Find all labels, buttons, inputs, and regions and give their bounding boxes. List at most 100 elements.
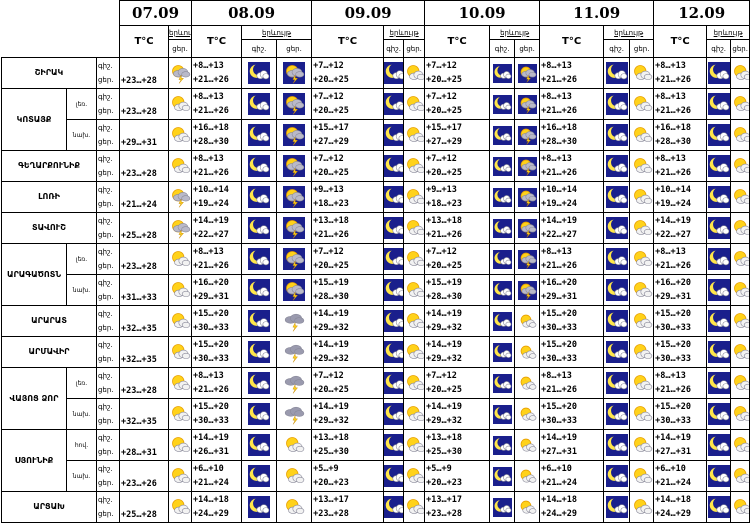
night-weather-icon [603,150,631,182]
temp-cell: +15…+20 +30…+33 [191,305,243,337]
day-weather-icon [514,212,541,244]
temp-cell: +6…+10 +21…+24 [539,460,605,492]
day-weather-icon [403,305,426,337]
day-weather-icon [629,274,655,306]
weather-header: երևույթ [706,25,750,40]
temp-cell: +15…+20 +30…+33 [539,305,605,337]
day-weather-icon [730,491,750,523]
zone-label: հով. [66,429,97,461]
temp-header: T°C [653,25,708,58]
weather-icon [168,88,193,120]
day-weather-icon [629,150,655,182]
night-weather-icon [603,336,631,368]
day-weather-icon [403,429,426,461]
night-day-label: գիշ. ցեր. [95,460,121,492]
day-weather-icon [514,119,541,151]
temp-cell: +16…+20 +29…+31 [653,274,708,306]
temp-cell: +7…+12 +20…+25 [311,367,385,399]
day-weather-icon [730,150,750,182]
temp-cell: +14…+19 +27…+31 [539,429,605,461]
day-weather-icon [514,181,541,213]
table-row: ՍՅՈՒՆԻՔ հով. գիշ. ցեր. +28…+31 +14…+19 +26…+31… [1,429,750,492]
night-weather-icon [383,150,405,182]
day-weather-icon [730,398,750,430]
temp-cell: +8…+13 +21…+26 [191,367,243,399]
night-weather-icon [383,57,405,89]
temp-cell: +16…+18 +28…+30 [191,119,243,151]
night-weather-icon [706,274,732,306]
temp-cell: +15…+17 +27…+29 [311,119,385,151]
temp-cell: +16…+18 +28…+30 [539,119,605,151]
temp-cell: +7…+12 +20…+25 [424,367,491,399]
day-weather-icon [730,305,750,337]
day-weather-icon [730,336,750,368]
zone-label: նախ. [66,398,97,430]
temp-cell: +7…+12 +20…+25 [424,57,491,89]
night-weather-icon [489,491,516,523]
night-weather-icon [241,367,278,399]
temp-cell: +14…+19 +29…+32 [424,398,491,430]
night-day-label: գիշ. ցեր. [95,88,121,120]
temp-cell: +9…+13 +18…+23 [311,181,385,213]
weather-icon [168,398,193,430]
night-weather-icon [706,336,732,368]
temp-cell: +14…+19 +22…+27 [653,212,708,244]
zone-label: լեռ. [66,367,97,399]
temp-cell: +14…+19 +27…+31 [653,429,708,461]
night-weather-icon [241,274,278,306]
temp-cell: +7…+12 +20…+25 [311,88,385,120]
day-weather-icon [276,460,313,492]
temp-cell: +10…+14 +19…+24 [653,181,708,213]
day-weather-icon [730,243,750,275]
night-weather-icon [241,305,278,337]
weather-icon [168,305,193,337]
zone-label: նախ. [66,119,97,151]
table-row: նախ. գիշ. ցեր. +29…+31 +16…+18 +28…+30 +15…+17… [2,119,750,151]
night-weather-icon [603,119,631,151]
night-weather-icon [706,460,732,492]
day-weather-icon [276,243,313,275]
region-name: ՇԻՐԱԿ [1,57,97,89]
table-row: ԿՈՏԱՅՔ լեռ. գիշ. ցեր. +23…+28 +8…+13 +21…+26 +7… [1,88,750,151]
temp-cell: +23…+26 [119,460,170,492]
night-weather-icon [603,491,631,523]
night-weather-icon [603,243,631,275]
night-day-label: գիշ. ցեր. [95,274,121,306]
region-name: ՏԱՎՈՒՇ [1,212,97,244]
temp-cell: +5…+9 +20…+23 [311,460,385,492]
day-weather-icon [403,398,426,430]
night-weather-icon [706,305,732,337]
temp-cell: +13…+17 +23…+28 [424,491,491,523]
day-weather-icon [403,243,426,275]
temp-cell: +7…+12 +20…+25 [424,243,491,275]
temp-cell: +14…+19 +29…+32 [424,336,491,368]
table-row: նախ. գիշ. ցեր. +31…+33 +16…+20 +29…+31 +15…+19… [2,274,750,306]
temp-cell: +31…+33 [119,274,170,306]
temp-cell: +21…+24 [119,181,170,213]
temp-cell: +28…+31 [119,429,170,461]
weather-header: երևույթ [168,25,193,40]
night-weather-icon [489,367,516,399]
temp-cell: +8…+13 +21…+26 [191,57,243,89]
region-name: ԱՐՑԱԽ [1,491,97,523]
temp-cell: +15…+20 +30…+33 [191,398,243,430]
night-weather-icon [241,460,278,492]
night-weather-icon [383,398,405,430]
day-weather-icon [629,491,655,523]
temp-cell: +13…+18 +25…+30 [424,429,491,461]
night-weather-icon [241,398,278,430]
night-weather-icon [241,491,278,523]
weather-header: երևույթ [489,25,541,40]
table-row: ՎԱՅՈՑ ՁՈՐ լեռ. գիշ. ցեր. +23…+28 +8…+13 +21…+2… [1,367,750,430]
region-name: ՎԱՅՈՑ ՁՈՐ [1,367,67,430]
day-weather-icon [403,274,426,306]
night-weather-icon [603,305,631,337]
date-header: 11.09 [539,0,655,26]
weather-icon [168,119,193,151]
day-weather-icon [403,57,426,89]
temp-cell: +14…+18 +24…+29 [539,491,605,523]
table-row: ՏԱՎՈՒՇ գիշ. ցեր. +25…+28 +14…+19 +22…+27 +13…+… [1,212,750,244]
table-row: ԱՐԱԳԱԾՈՏՆ լեռ. գիշ. ցեր. +23…+28 +8…+13 +21…+2… [1,243,750,306]
day-weather-icon [403,88,426,120]
night-day-label: գիշ. ցեր. [95,212,121,244]
